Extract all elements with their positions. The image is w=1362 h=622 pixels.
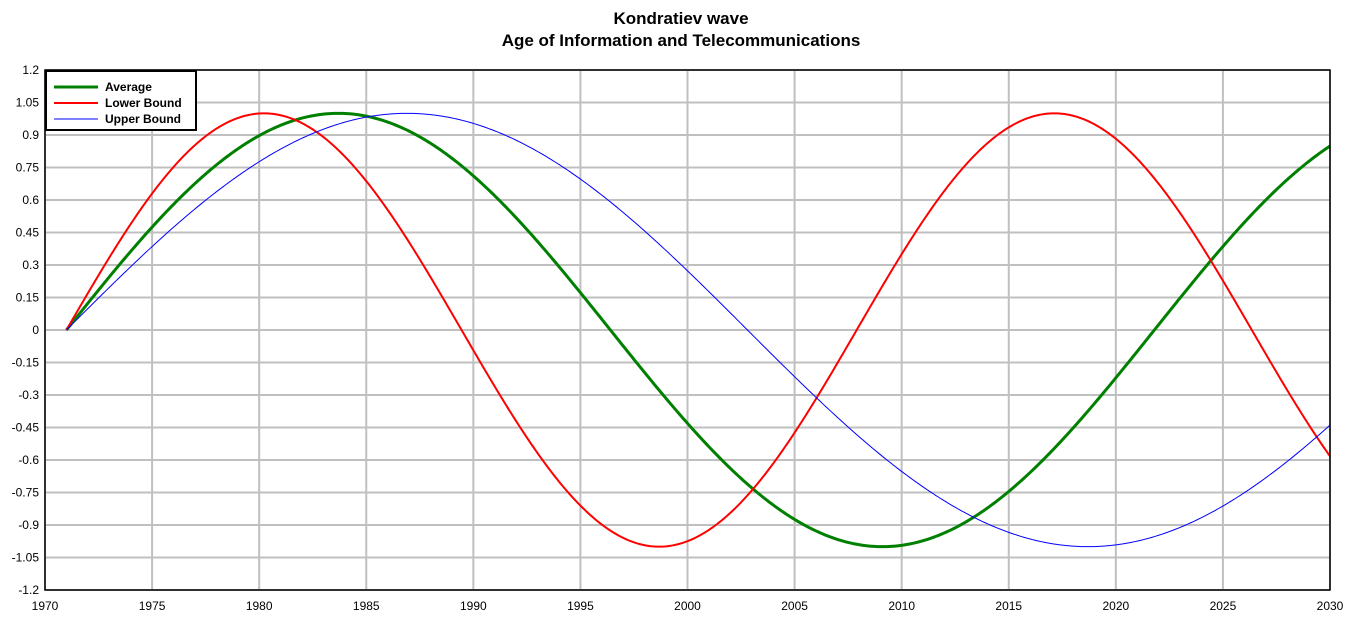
y-tick-label: -0.6 <box>18 453 39 467</box>
y-tick-label: 1.2 <box>22 63 39 77</box>
x-tick-label: 1990 <box>460 599 487 613</box>
legend: Average Lower Bound Upper Bound <box>45 70 197 131</box>
series-line-lower-bound <box>65 112 1331 548</box>
series-lines <box>65 111 1331 549</box>
legend-label: Upper Bound <box>105 112 181 126</box>
plot-frame <box>44 69 1331 591</box>
x-tick-label: 2025 <box>1210 599 1237 613</box>
x-tick-label: 1995 <box>567 599 594 613</box>
x-tick-label: 1980 <box>246 599 273 613</box>
y-tick-label: 0.15 <box>16 291 40 305</box>
legend-label: Lower Bound <box>105 96 182 110</box>
x-tick-label: 2015 <box>995 599 1022 613</box>
tick-labels: 1970 1975 1980 1985 1990 1995 2000 2005 2010 2015… <box>12 63 1344 613</box>
y-tick-label: 0.45 <box>16 226 40 240</box>
y-tick-label: 1.05 <box>16 96 40 110</box>
chart-subtitle: Age of Information and Telecommunication… <box>501 31 861 50</box>
x-tick-label: 2000 <box>674 599 701 613</box>
x-tick-label: 1985 <box>353 599 380 613</box>
y-tick-label: -0.9 <box>18 518 39 532</box>
x-tick-label: 2030 <box>1317 599 1344 613</box>
y-tick-label: -0.15 <box>12 356 40 370</box>
grid <box>44 69 1331 591</box>
y-tick-label: 0.75 <box>16 161 40 175</box>
y-tick-label: 0 <box>32 323 39 337</box>
x-tick-label: 1970 <box>32 599 59 613</box>
series-line-average <box>65 111 1331 549</box>
y-tick-label: 0.6 <box>22 193 39 207</box>
chart-title-block: Kondratiev wave Age of Information and T… <box>0 8 1362 52</box>
chart-title: Kondratiev wave <box>613 9 749 28</box>
x-tick-label: 2010 <box>888 599 915 613</box>
y-tick-label: -1.05 <box>12 551 40 565</box>
y-tick-label: 0.3 <box>22 258 39 272</box>
y-tick-label: -0.3 <box>18 388 39 402</box>
legend-label: Average <box>105 80 152 94</box>
y-tick-label: -0.45 <box>12 421 40 435</box>
y-tick-label: -0.75 <box>12 486 40 500</box>
legend-box <box>45 70 197 131</box>
x-tick-label: 2020 <box>1102 599 1129 613</box>
x-tick-label: 2005 <box>781 599 808 613</box>
series-line-upper-bound <box>66 112 1331 548</box>
y-tick-label: 0.9 <box>22 128 39 142</box>
y-tick-label: -1.2 <box>18 583 39 597</box>
x-tick-label: 1975 <box>139 599 166 613</box>
